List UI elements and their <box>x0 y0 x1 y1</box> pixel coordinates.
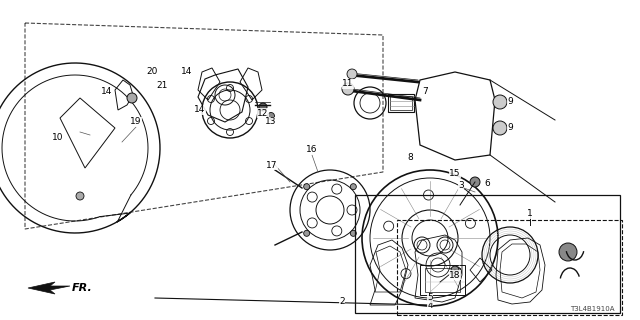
Text: 18: 18 <box>449 270 461 279</box>
Text: 21: 21 <box>156 81 168 90</box>
Text: 3: 3 <box>458 180 464 189</box>
Text: 14: 14 <box>181 68 193 76</box>
Text: 13: 13 <box>265 117 276 126</box>
Text: 2: 2 <box>339 298 345 307</box>
Circle shape <box>493 95 507 109</box>
Circle shape <box>259 103 267 111</box>
Text: 7: 7 <box>422 87 428 97</box>
Bar <box>420 265 465 295</box>
Text: 5: 5 <box>427 293 433 302</box>
Circle shape <box>303 230 310 236</box>
Text: 15: 15 <box>449 169 461 178</box>
Text: 9: 9 <box>507 98 513 107</box>
Text: 14: 14 <box>195 106 205 115</box>
Circle shape <box>470 177 480 187</box>
Circle shape <box>268 113 275 119</box>
Circle shape <box>451 266 459 274</box>
Bar <box>388 94 414 112</box>
Text: 6: 6 <box>484 180 490 188</box>
Text: 14: 14 <box>101 87 113 97</box>
Bar <box>425 268 460 292</box>
Bar <box>390 96 412 110</box>
Circle shape <box>303 184 310 190</box>
Circle shape <box>127 93 137 103</box>
Text: 9: 9 <box>507 124 513 132</box>
Polygon shape <box>28 282 70 294</box>
Circle shape <box>342 83 354 95</box>
Text: 19: 19 <box>131 117 141 126</box>
Circle shape <box>493 121 507 135</box>
Bar <box>355 195 620 313</box>
Circle shape <box>350 184 356 190</box>
Text: 4: 4 <box>427 301 433 310</box>
Text: 1: 1 <box>527 210 533 219</box>
Text: 8: 8 <box>407 153 413 162</box>
Text: 12: 12 <box>257 108 269 117</box>
Text: 20: 20 <box>147 68 157 76</box>
Circle shape <box>76 192 84 200</box>
Circle shape <box>347 69 357 79</box>
Bar <box>397 220 622 315</box>
Circle shape <box>350 230 356 236</box>
Text: 10: 10 <box>52 132 64 141</box>
Text: 17: 17 <box>266 161 278 170</box>
Circle shape <box>559 243 577 261</box>
Text: 16: 16 <box>307 146 317 155</box>
Text: 11: 11 <box>342 79 354 89</box>
Text: FR.: FR. <box>72 283 93 293</box>
Text: T3L4B1910A: T3L4B1910A <box>570 306 615 312</box>
